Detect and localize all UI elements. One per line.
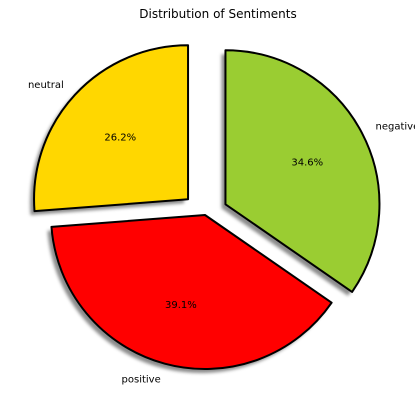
slice-percent-negative: 34.6% <box>291 157 323 168</box>
pie-labels: neutral 26.2% positive 39.1% negative 34.6% <box>28 80 415 385</box>
slice-percent-neutral: 26.2% <box>104 133 136 144</box>
slice-label-positive: positive <box>122 375 161 386</box>
pie-slice-neutral <box>33 44 190 213</box>
pie-slices <box>33 44 381 370</box>
slice-percent-positive: 39.1% <box>165 300 197 311</box>
chart-title: Distribution of Sentiments <box>139 7 296 21</box>
pie-slice-positive <box>50 214 333 370</box>
slice-label-negative: negative <box>376 122 415 133</box>
pie-slice-negative <box>224 49 381 293</box>
slice-label-neutral: neutral <box>28 80 64 91</box>
